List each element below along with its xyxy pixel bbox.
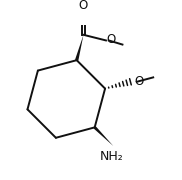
Text: O: O bbox=[79, 0, 88, 12]
Text: NH₂: NH₂ bbox=[100, 150, 124, 163]
Polygon shape bbox=[94, 126, 113, 146]
Text: O: O bbox=[134, 75, 144, 88]
Polygon shape bbox=[75, 35, 84, 61]
Text: O: O bbox=[107, 33, 116, 46]
